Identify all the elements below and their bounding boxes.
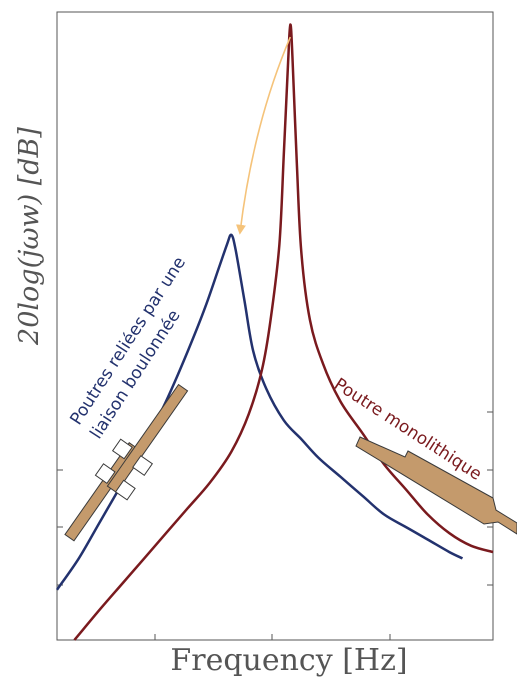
monolithic-beam-icon [355,436,517,535]
x-ticks [154,634,391,640]
plot-frame [56,11,494,641]
y-ticks [57,411,493,586]
x-axis-label: Frequency [Hz] [170,643,407,677]
bolted-beams-icon [64,383,189,542]
peak-shift-arrow [235,36,292,235]
series-line-monolithic [73,23,494,641]
y-axis-label: 20log(jωw) [dB] [14,127,45,346]
